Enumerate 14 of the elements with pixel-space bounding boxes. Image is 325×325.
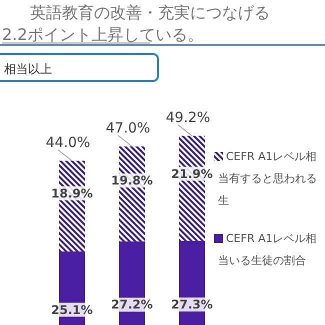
total-label: 44.0% [46,134,90,151]
legend-label: CEFR A1レベル相当有すると思われる生 [218,150,317,207]
text: 相当以上 [4,62,52,76]
data-label: 21.9% [171,166,213,181]
data-label: 19.8% [111,174,153,188]
text: 2.2ポイント上昇している。 [2,25,204,44]
total-label: 47.0% [106,120,150,136]
data-label: 27.3% [171,297,213,312]
data-label: 27.2% [111,298,153,312]
legend-label: CEFR A1レベル相当いる生徒の割合 [218,232,317,267]
data-label: 18.9% [51,186,93,200]
text: 英語教育の改善・充実につなげる [30,3,270,22]
data-label: 25.1% [51,302,93,317]
total-label: 49.2% [166,110,210,126]
